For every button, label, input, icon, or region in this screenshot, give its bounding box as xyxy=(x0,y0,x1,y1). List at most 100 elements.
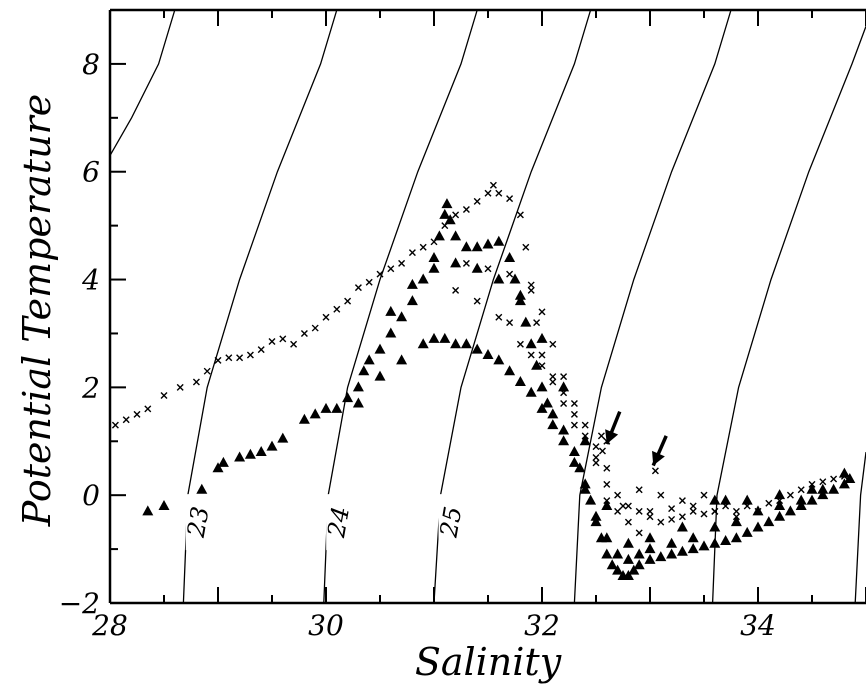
data-point-triangle xyxy=(493,354,505,365)
data-point-triangle xyxy=(471,343,483,354)
data-point-cross xyxy=(398,259,406,267)
data-point-triangle xyxy=(795,494,807,505)
data-point-cross xyxy=(527,286,535,294)
data-point-triangle xyxy=(720,535,732,546)
data-point-cross xyxy=(122,416,130,424)
data-point-triangle xyxy=(612,548,624,559)
data-point-cross xyxy=(732,507,740,515)
data-point-triangle xyxy=(320,402,332,413)
data-point-cross xyxy=(527,281,535,289)
data-point-triangle xyxy=(709,537,721,548)
data-point-cross xyxy=(603,480,611,488)
data-point-cross xyxy=(570,421,578,429)
data-point-cross xyxy=(657,518,665,526)
data-point-cross xyxy=(689,507,697,515)
data-point-cross xyxy=(700,491,708,499)
data-point-cross xyxy=(462,259,470,267)
data-point-triangle xyxy=(558,435,570,446)
y-axis-title: Potential Temperature xyxy=(15,94,59,527)
x-tick-label: 34 xyxy=(740,609,776,642)
data-point-cross xyxy=(376,270,384,278)
data-point-cross xyxy=(651,467,659,475)
data-point-triangle xyxy=(720,494,732,505)
data-point-triangle xyxy=(601,548,613,559)
data-point-cross xyxy=(592,443,600,451)
data-point-cross xyxy=(597,432,605,440)
data-point-triangle xyxy=(838,478,850,489)
data-point-cross xyxy=(365,278,373,286)
data-point-cross xyxy=(657,491,665,499)
data-point-triangle xyxy=(741,494,753,505)
data-point-triangle xyxy=(158,499,170,510)
data-point-cross xyxy=(533,319,541,327)
data-point-triangle xyxy=(763,516,775,527)
data-point-cross xyxy=(506,270,514,278)
data-point-triangle xyxy=(622,570,634,581)
isopycnal-label-bg xyxy=(185,494,214,551)
data-point-triangle xyxy=(406,278,418,289)
data-point-triangle xyxy=(558,381,570,392)
data-point-triangle xyxy=(450,338,462,349)
data-point-cross xyxy=(678,497,686,505)
isopycnal-labels: 23 24 25 xyxy=(182,494,467,551)
data-point-triangle xyxy=(244,448,256,459)
x-tick-label: 28 xyxy=(91,609,128,642)
data-point-cross xyxy=(344,297,352,305)
data-point-cross xyxy=(614,507,622,515)
isopycnal-lines xyxy=(110,10,866,603)
data-point-triangle xyxy=(471,241,483,252)
data-point-cross xyxy=(419,243,427,251)
data-point-triangle xyxy=(520,316,532,327)
data-point-triangle xyxy=(374,343,386,354)
data-point-triangle xyxy=(574,462,586,473)
data-point-triangle xyxy=(514,295,526,306)
data-point-triangle xyxy=(385,327,397,338)
data-point-cross xyxy=(624,518,632,526)
isopycnal-label: 25 xyxy=(434,504,467,540)
data-point-cross xyxy=(592,459,600,467)
data-point-cross xyxy=(192,378,200,386)
data-point-cross xyxy=(592,453,600,461)
data-point-cross xyxy=(225,354,233,362)
data-point-triangle xyxy=(514,289,526,300)
data-point-cross xyxy=(311,324,319,332)
data-point-triangle xyxy=(612,564,624,575)
data-point-cross xyxy=(635,529,643,537)
data-point-triangle xyxy=(277,432,289,443)
data-point-triangle xyxy=(525,338,537,349)
y-tick-label: −2 xyxy=(59,587,100,620)
isopycnal-line xyxy=(110,10,176,156)
data-point-triangle xyxy=(433,230,445,241)
data-point-cross xyxy=(246,351,254,359)
data-point-cross xyxy=(711,507,719,515)
data-point-triangle xyxy=(579,435,591,446)
annotation-arrows xyxy=(605,410,668,467)
data-point-cross xyxy=(700,510,708,518)
data-point-triangle xyxy=(784,505,796,516)
isopycnal-line xyxy=(711,25,866,603)
data-point-triangle xyxy=(795,499,807,510)
data-point-triangle xyxy=(633,559,645,570)
data-point-triangle xyxy=(358,365,370,376)
data-point-triangle xyxy=(493,273,505,284)
data-point-triangle xyxy=(266,440,278,451)
data-point-triangle xyxy=(196,483,208,494)
data-point-triangle xyxy=(644,532,656,543)
data-point-triangle xyxy=(504,365,516,376)
data-point-triangle xyxy=(709,521,721,532)
data-point-cross xyxy=(268,338,276,346)
data-point-cross xyxy=(333,305,341,313)
data-point-triangle xyxy=(817,483,829,494)
data-point-triangle xyxy=(536,381,548,392)
data-point-cross xyxy=(214,356,222,364)
data-point-cross xyxy=(452,286,460,294)
data-point-triangle xyxy=(482,238,494,249)
data-point-triangle xyxy=(514,375,526,386)
data-point-cross xyxy=(560,373,568,381)
data-point-cross xyxy=(549,378,557,386)
data-point-cross xyxy=(603,464,611,472)
data-point-cross xyxy=(322,313,330,321)
data-point-triangle xyxy=(504,251,516,262)
data-point-cross xyxy=(290,340,298,348)
data-point-cross xyxy=(635,486,643,494)
